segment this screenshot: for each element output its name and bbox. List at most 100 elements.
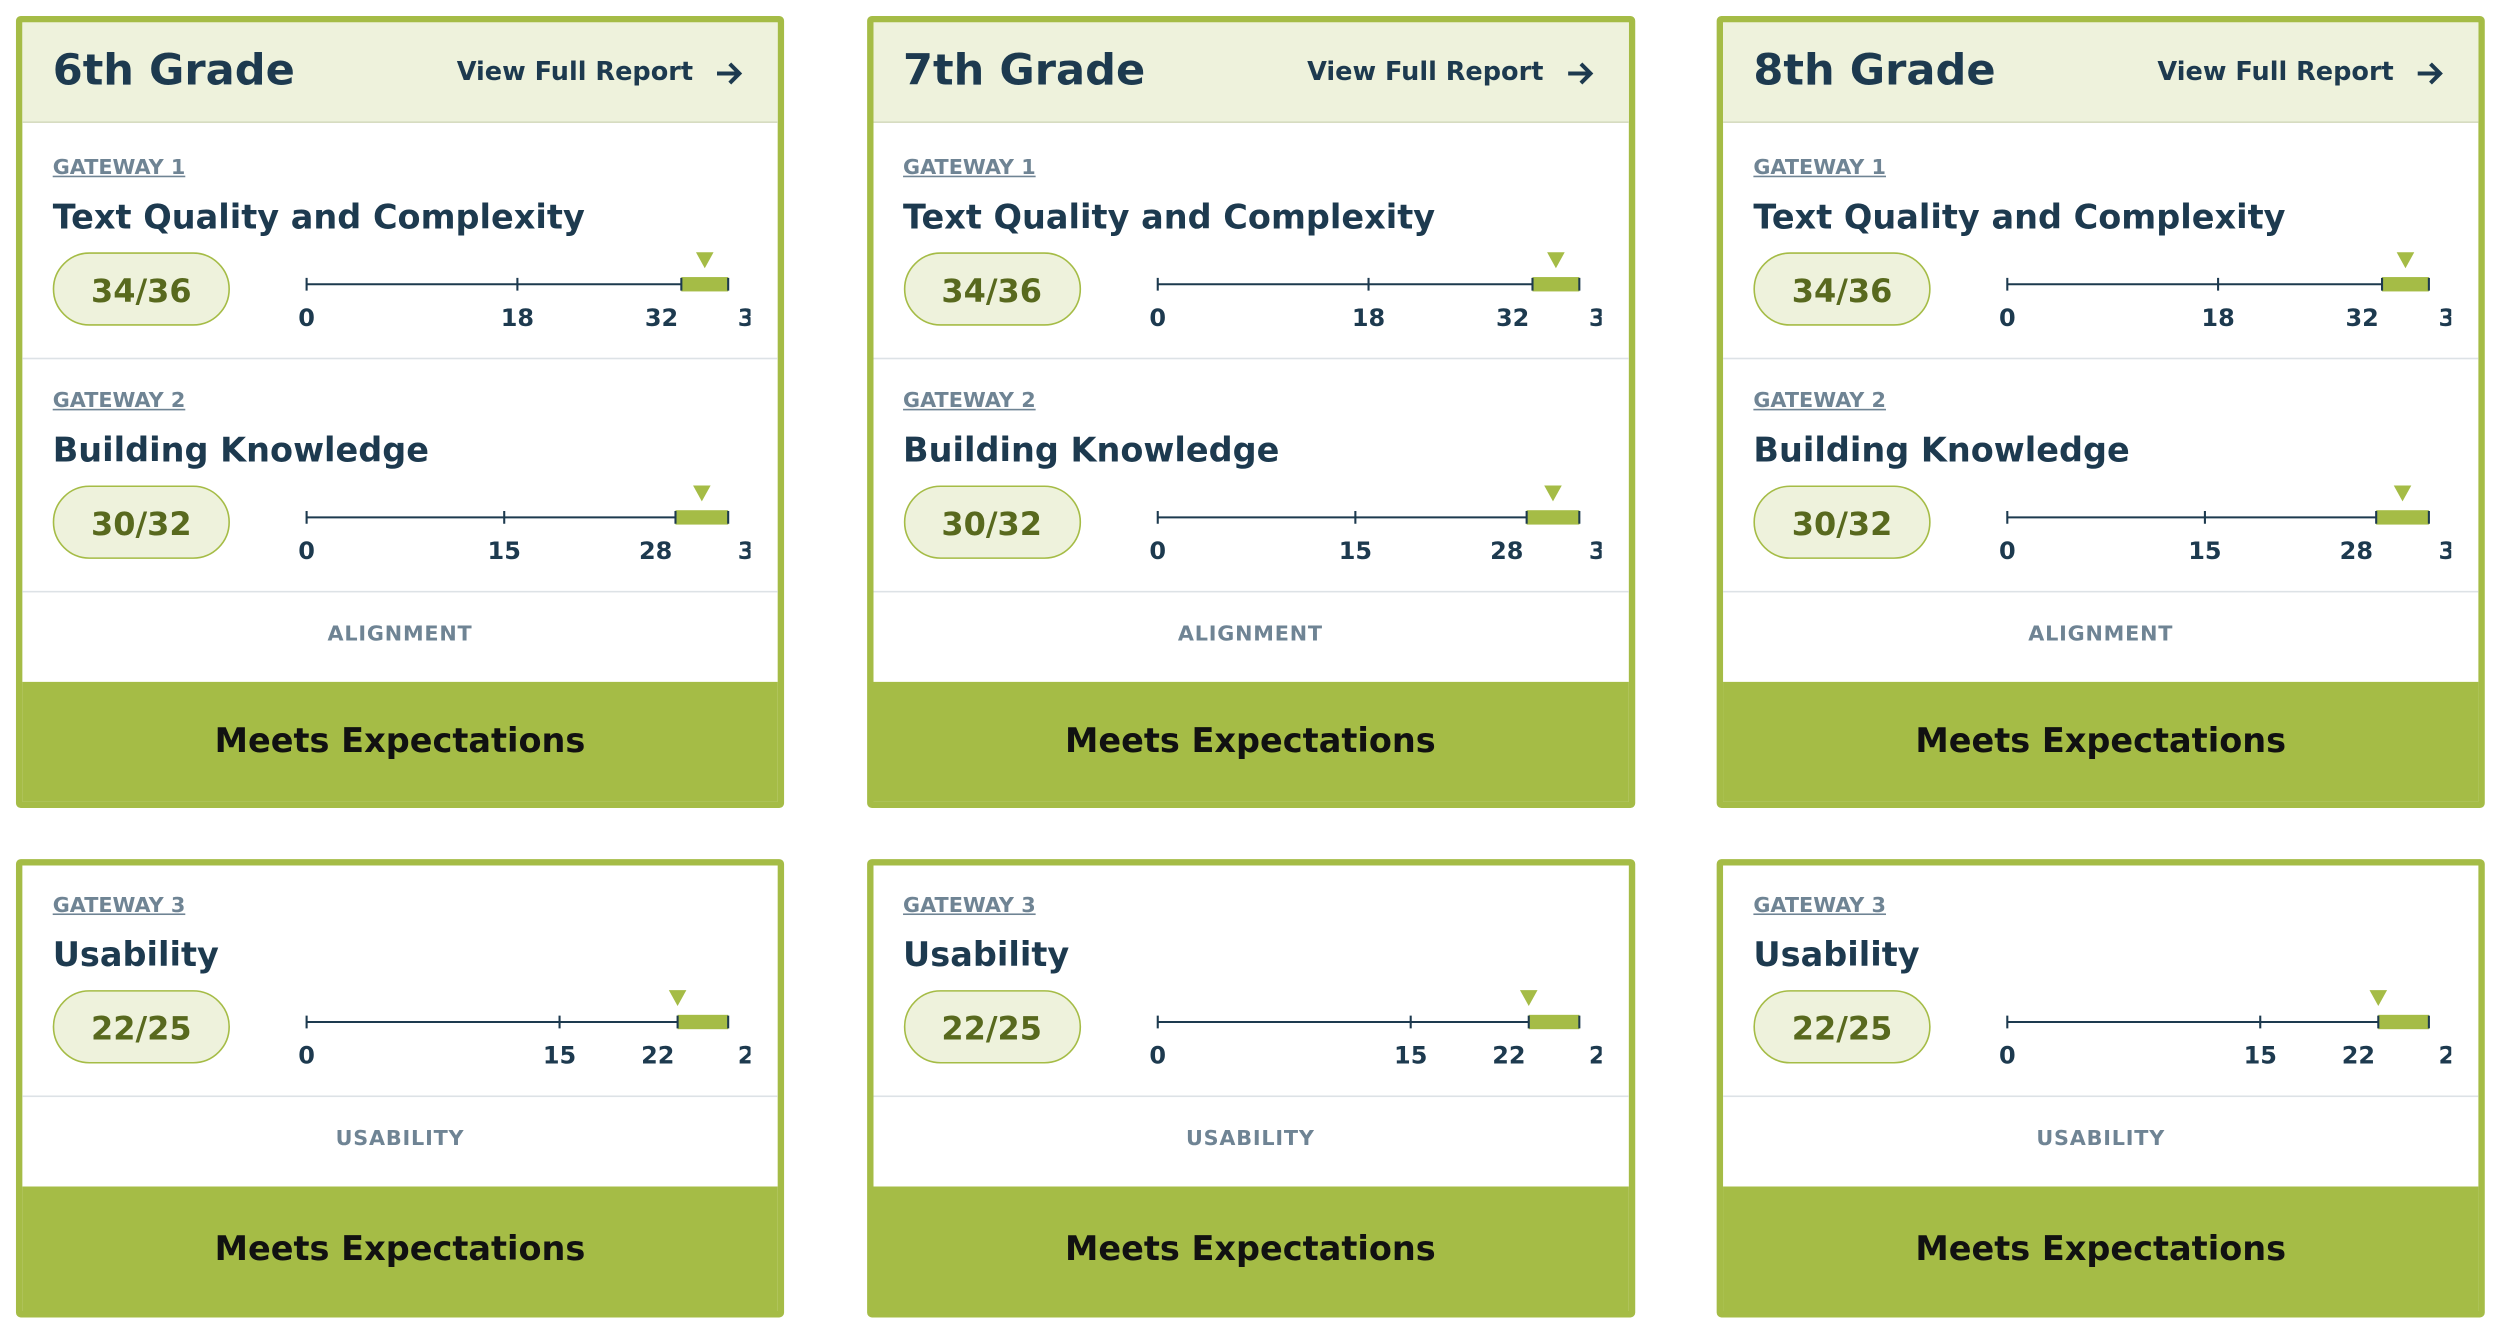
score-scale: 0 15 28 32 [1149,485,1601,565]
category-label: ALIGNMENT [327,622,473,647]
scale-tick-label: 0 [1149,537,1166,565]
score-marker [2369,990,2388,1007]
expectation-range [677,1014,729,1030]
arrow-icon[interactable] [714,57,746,89]
score-pill: 22/25 [1753,990,1931,1064]
score-scale: 0 15 22 25 [1149,990,1601,1070]
scale-tick-label: 15 [2244,1042,2277,1070]
score-marker [2396,252,2415,269]
scale-tick-label: 0 [1149,304,1166,332]
scale-tick-label: 0 [1149,1042,1166,1070]
score-pill: 34/36 [903,252,1081,326]
grade-title: 8th Grade [1753,46,1996,96]
score-marker [693,485,711,502]
gateway-label: GATEWAY 1 [903,156,1036,181]
scale-tick-label: 28 [639,537,672,565]
gateway-title: Usability [52,935,219,975]
score-pill: 34/36 [52,252,230,326]
score-scale: 0 15 28 32 [298,485,751,565]
divider [22,1095,778,1098]
scale-tick-label: 25 [738,1042,751,1070]
divider [872,357,1629,360]
scale-tick-label: 0 [298,304,315,332]
gateway-label: GATEWAY 3 [52,894,186,919]
card-header [22,22,778,123]
gateway-label: GATEWAY 1 [52,156,186,181]
scale-tick-label: 32 [1495,304,1528,332]
scale-tick-label: 0 [1999,537,2016,565]
gateway-title: Usability [1753,935,1920,975]
scale-tick-label: 22 [1491,1042,1524,1070]
view-report-link[interactable]: View Full Report [456,55,694,87]
scale-tick-label: 28 [2340,537,2373,565]
scale-tick-label: 0 [298,1042,315,1070]
gateway-title: Building Knowledge [903,431,1280,470]
gateway-title: Text Quality and Complexity [1753,198,2286,237]
rating-banner: Meets Expectations [22,681,778,802]
scale-tick-label: 28 [1489,537,1522,565]
expectation-range [1525,510,1579,525]
card [15,15,785,809]
scale-tick-label: 15 [1338,537,1371,565]
scale-tick-label: 0 [298,537,315,565]
expectation-range [1527,1014,1579,1030]
scale-tick-label: 18 [501,304,534,332]
score-marker [1543,485,1561,502]
divider [1723,357,2479,360]
view-report-link[interactable]: View Full Report [1307,55,1544,87]
divider [22,357,778,360]
scale-tick-label: 32 [2438,537,2451,565]
card-header [872,22,1629,123]
score-marker [695,252,714,269]
divider [1723,1095,2479,1098]
score-marker [668,990,687,1007]
scale-tick-label: 32 [738,537,751,565]
score-scale: 0 18 32 36 [298,252,751,332]
gateway-title: Text Quality and Complexity [903,198,1436,237]
score-pill: 30/32 [1753,485,1931,559]
category-label: USABILITY [335,1127,465,1152]
expectation-range [1531,277,1579,292]
gateway-label: GATEWAY 1 [1753,156,1886,181]
expectation-range [675,510,729,525]
rating-banner: Meets Expectations [872,681,1629,802]
gateway-label: GATEWAY 3 [903,894,1036,919]
scale-tick-label: 32 [645,304,678,332]
rating-banner: Meets Expectations [22,1186,778,1312]
gateway-title: Usability [903,935,1070,975]
divider [872,590,1629,593]
score-pill: 34/36 [1753,252,1931,326]
divider [872,1095,1629,1098]
score-marker [1519,990,1537,1007]
arrow-icon[interactable] [2415,57,2447,89]
grade-title: 7th Grade [903,46,1146,96]
scale-tick-label: 36 [738,304,751,332]
gateway-title: Building Knowledge [52,431,430,470]
scale-tick-label: 32 [2346,304,2379,332]
gateway-title: Text Quality and Complexity [52,198,585,237]
score-scale: 0 18 32 36 [1999,252,2451,332]
expectation-range [2376,510,2429,525]
arrow-icon[interactable] [1564,57,1596,89]
card [866,15,1635,809]
expectation-range [2378,1014,2429,1030]
scale-tick-label: 36 [1588,304,1601,332]
scale-tick-label: 15 [1393,1042,1426,1070]
card-header [1723,22,2479,123]
scale-tick-label: 25 [1588,1042,1601,1070]
divider [1723,590,2479,593]
scale-tick-label: 22 [641,1042,674,1070]
rating-banner: Meets Expectations [872,1186,1629,1312]
score-pill: 22/25 [52,990,230,1064]
divider [22,590,778,593]
scale-tick-label: 0 [1999,1042,2016,1070]
expectation-range [681,277,729,292]
category-label: ALIGNMENT [2028,622,2174,647]
scale-tick-label: 0 [1999,304,2016,332]
view-report-link[interactable]: View Full Report [2157,55,2394,87]
score-pill: 30/32 [52,485,230,559]
score-scale: 0 15 28 32 [1999,485,2451,565]
scale-tick-label: 15 [543,1042,576,1070]
gateway-label: GATEWAY 2 [903,389,1036,414]
